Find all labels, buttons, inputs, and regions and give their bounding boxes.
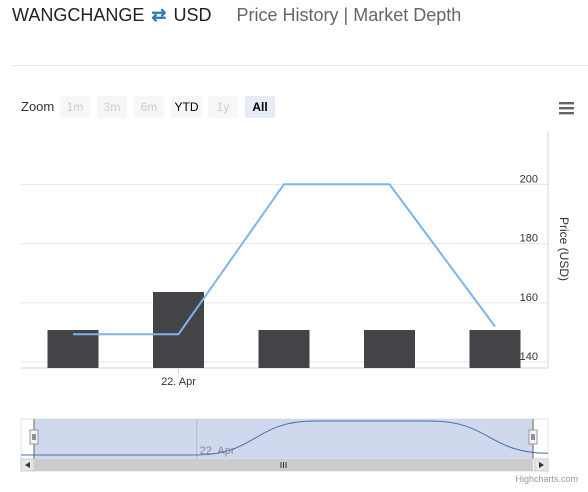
market-depth-link[interactable]: Market Depth	[353, 5, 462, 25]
range-button-label: All	[252, 100, 267, 114]
volume-bar	[469, 330, 521, 368]
volume-bar	[364, 330, 415, 368]
range-button-3m: 3m	[97, 96, 127, 118]
chevron-right-icon	[539, 462, 544, 468]
y-tick-label: 160	[520, 292, 538, 304]
header-links: Price History | Market Depth	[237, 5, 462, 25]
range-button-label: 1y	[217, 100, 230, 114]
range-button-label: 1m	[67, 100, 84, 114]
volume-bars	[47, 292, 521, 368]
price-line	[73, 183, 496, 336]
range-selector: 1m 3m 6m YTD 1y All	[60, 96, 275, 118]
range-button-1y: 1y	[208, 96, 238, 118]
volume-bar	[47, 330, 99, 368]
navigator-right-handle[interactable]	[528, 429, 538, 445]
scrollbar-grip-icon	[280, 462, 287, 468]
zoom-label: Zoom	[21, 99, 54, 114]
range-button-1m: 1m	[60, 96, 90, 118]
y-axis-ticks: 140 160 180 200	[520, 173, 538, 363]
header-divider	[12, 65, 588, 66]
range-button-6m: 6m	[134, 96, 164, 118]
pair-base: WANGCHANGE	[12, 5, 145, 25]
link-separator: |	[343, 5, 349, 25]
pair-quote: USD	[173, 5, 212, 25]
y-tick-label: 180	[520, 233, 538, 245]
navigator-selection[interactable]	[34, 419, 533, 459]
x-axis-ticks: 22. Apr	[161, 368, 196, 388]
range-button-all[interactable]: All	[245, 96, 275, 118]
y-tick-label: 140	[520, 351, 538, 363]
page-header: WANGCHANGE ⇄ USD Price History | Market …	[12, 5, 572, 26]
navigator-line	[20, 420, 549, 456]
range-button-label: YTD	[175, 100, 199, 114]
range-button-label: 6m	[141, 100, 158, 114]
x-tick-label: 22. Apr	[161, 376, 196, 388]
credits-link[interactable]: Highcharts.com	[515, 474, 578, 484]
hamburger-menu-icon[interactable]	[556, 98, 578, 118]
navigator: 22. Apr	[20, 418, 549, 460]
y-axis-title: Price (USD)	[557, 217, 571, 281]
chevron-left-icon	[25, 462, 30, 468]
volume-bar	[258, 330, 310, 368]
navigator-left-handle[interactable]	[29, 429, 39, 445]
swap-arrows-icon: ⇄	[151, 5, 167, 25]
range-button-ytd[interactable]: YTD	[171, 96, 202, 118]
scrollbar[interactable]	[20, 458, 549, 472]
price-history-link[interactable]: Price History	[236, 5, 339, 25]
range-button-label: 3m	[104, 100, 121, 114]
y-tick-label: 200	[520, 173, 538, 185]
volume-bar	[153, 292, 204, 368]
